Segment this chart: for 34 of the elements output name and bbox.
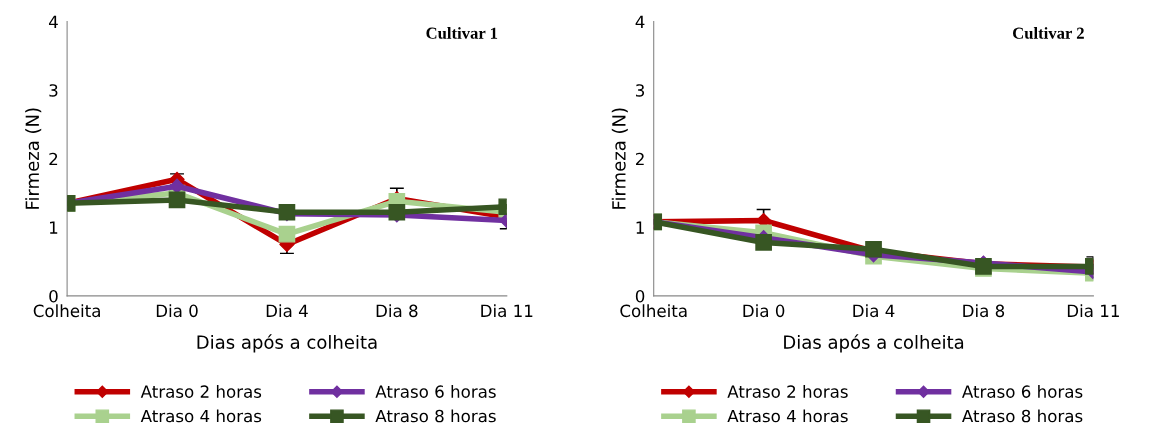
- x-tick-label: Colheita: [620, 304, 687, 318]
- y-axis-title: Firmeza (N): [25, 108, 42, 209]
- x-tick-label: Dia 0: [743, 304, 785, 318]
- y-tick-label: 2: [49, 152, 58, 166]
- x-tick-label: Dia 11: [481, 304, 533, 318]
- legend-label: Atraso 6 horas: [962, 384, 1083, 398]
- x-tick-label: Dia 4: [853, 304, 895, 318]
- y-tick-label: 0: [49, 289, 58, 303]
- y-axis-title: Firmeza (N): [611, 108, 628, 209]
- y-tick-label: 1: [636, 221, 644, 234]
- legend-label: Atraso 2 horas: [727, 384, 848, 398]
- legend-label: Atraso 4 horas: [140, 409, 262, 423]
- chart-title: Cultivar 2: [1013, 27, 1084, 39]
- x-tick-label: Dia 4: [266, 304, 308, 318]
- y-tick-label: 4: [635, 15, 645, 28]
- x-tick-label: Dia 11: [1067, 304, 1119, 318]
- legend-label: Atraso 4 horas: [727, 409, 848, 423]
- y-tick-label: 0: [635, 289, 645, 303]
- x-tick-label: Dia 8: [963, 304, 1005, 318]
- y-tick-label: 1: [50, 221, 58, 234]
- x-tick-label: Dia 0: [156, 304, 198, 318]
- legend-label: Atraso 2 horas: [140, 384, 262, 398]
- x-axis-title: Dias após a colheita: [784, 334, 964, 353]
- y-tick-label: 4: [48, 15, 58, 28]
- legend-label: Atraso 8 horas: [962, 409, 1083, 423]
- x-axis-title: Dias após a colheita: [197, 334, 377, 353]
- x-tick-label: Dia 8: [376, 304, 418, 318]
- legend-label: Atraso 8 horas: [375, 409, 496, 423]
- y-tick-label: 3: [636, 84, 645, 97]
- chart-title: Cultivar 1: [426, 27, 498, 39]
- y-tick-label: 3: [49, 84, 58, 97]
- y-tick-label: 2: [635, 152, 644, 166]
- legend-label: Atraso 6 horas: [375, 384, 496, 398]
- x-tick-label: Colheita: [33, 304, 100, 318]
